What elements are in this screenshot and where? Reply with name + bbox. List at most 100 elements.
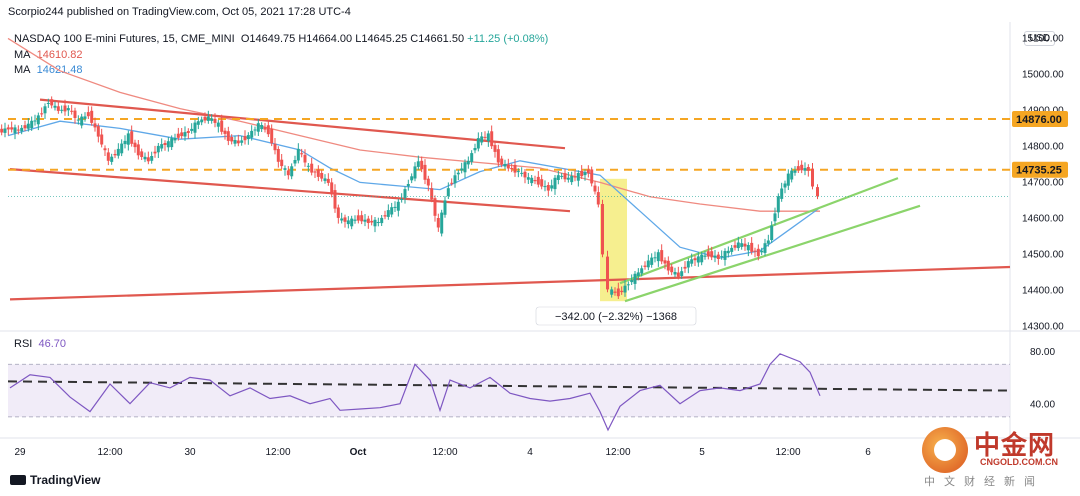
candle-body [766, 240, 770, 244]
candle-body [806, 167, 810, 171]
candle-body [660, 250, 664, 262]
x-tick-label: 30 [184, 447, 196, 458]
candle-body [220, 120, 224, 132]
candle-body [176, 133, 180, 138]
candle-body [373, 219, 377, 227]
candle-body [30, 120, 34, 129]
candle-body [486, 133, 490, 142]
x-tick-label: 6 [865, 447, 871, 458]
candle-body [140, 151, 144, 157]
measure-label: −342.00 (−2.32%) −1368 [555, 311, 677, 323]
candle-body [780, 188, 784, 199]
candle-body [443, 200, 447, 215]
y-tick-label: 15000.00 [1022, 69, 1064, 80]
candle-body [383, 215, 387, 217]
candle-body [46, 103, 50, 104]
candle-body [16, 129, 20, 131]
candle-body [333, 190, 337, 209]
candle-body [106, 152, 110, 161]
candle-body [100, 134, 104, 145]
candle-body [173, 138, 177, 141]
candle-body [63, 105, 67, 112]
candle-body [601, 204, 604, 255]
candle-body [0, 128, 4, 133]
candle-body [716, 254, 720, 259]
candle-body [670, 266, 674, 273]
candle-body [73, 110, 77, 118]
ma1-legend[interactable]: MA 14610.82 [14, 49, 83, 61]
candle-body [306, 165, 310, 167]
candle-body [503, 164, 507, 167]
candle-body [606, 256, 609, 290]
trendline-up-channel-bottom [624, 204, 921, 303]
candle-body [376, 222, 380, 223]
candle-body [413, 166, 417, 179]
candle-body [103, 148, 107, 151]
candle-body [773, 213, 777, 222]
ma1-value: 14610.82 [36, 49, 83, 61]
candle-body [163, 143, 167, 145]
candle-body [353, 219, 357, 221]
rsi-trendline [7, 380, 1011, 392]
candle-body [293, 160, 297, 164]
candle-body [811, 168, 814, 187]
candle-body [763, 243, 767, 253]
tradingview-mark-icon [10, 475, 26, 485]
currency-badge[interactable]: USD [1024, 31, 1056, 46]
candle-body [226, 131, 230, 141]
y-tick-label: 15100.00 [1022, 33, 1064, 44]
low-value: L14645.25 [355, 33, 408, 45]
trendline-long-support [9, 265, 1011, 301]
candle-body [113, 154, 117, 156]
candle-body [40, 113, 44, 115]
candle-body [480, 136, 484, 143]
candle-body [116, 148, 120, 156]
candle-body [370, 220, 374, 223]
candle-body [506, 164, 510, 169]
candle-body [590, 169, 594, 184]
candle-body [540, 179, 544, 187]
open-value: O14649.75 [240, 33, 296, 45]
candle-body [483, 136, 487, 138]
candle-body [166, 141, 170, 148]
candle-body [586, 169, 590, 174]
candle-body [653, 257, 657, 259]
candle-body [33, 120, 37, 122]
candle-body [730, 247, 734, 252]
candle-body [283, 168, 287, 170]
candle-body [350, 218, 354, 227]
candle-body [553, 177, 557, 190]
candle-body [750, 242, 754, 252]
candle-body [310, 163, 314, 173]
candle-body [543, 186, 547, 188]
x-tick-label: Oct [350, 447, 367, 458]
candle-body [236, 140, 240, 144]
measure-label-box [535, 306, 697, 326]
candle-body [133, 142, 137, 148]
symbol-name[interactable]: NASDAQ 100 E-mini Futures, 15, CME_MINI [14, 33, 235, 45]
y-tick-label: 14500.00 [1022, 249, 1064, 260]
candle-body [43, 106, 47, 114]
candle-body [266, 125, 270, 135]
candle-body [710, 251, 714, 258]
tradingview-logo[interactable]: TradingView [10, 473, 100, 487]
candle-body [690, 259, 694, 264]
candle-body [60, 109, 64, 111]
candle-body [453, 175, 457, 184]
candle-body [390, 207, 394, 215]
candle-body [770, 225, 774, 240]
candle-body [796, 166, 800, 171]
candle-body [76, 119, 80, 121]
candle-body [743, 243, 747, 247]
rsi-legend[interactable]: RSI 46.70 [14, 338, 66, 350]
candle-body [620, 290, 624, 293]
candle-body [93, 123, 97, 128]
candle-body [273, 143, 277, 151]
x-tick-label: 12:00 [265, 447, 290, 458]
candle-body [493, 145, 497, 152]
candle-body [86, 112, 90, 117]
candle-body [416, 161, 420, 167]
candle-body [233, 140, 237, 144]
candle-body [343, 217, 347, 222]
